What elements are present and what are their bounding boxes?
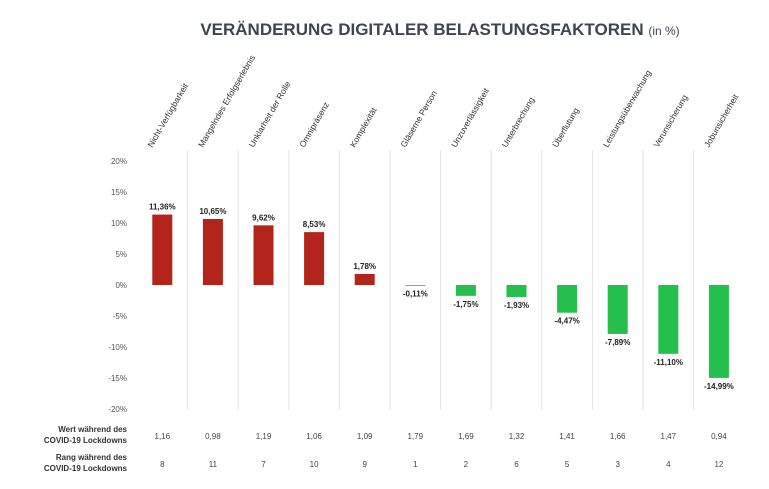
y-tick-label: 10% xyxy=(111,219,127,228)
value-cell: 0,94 xyxy=(711,432,727,441)
rank-value: 4 xyxy=(666,460,671,469)
value-cell: 1,16 xyxy=(155,432,171,441)
table-row-label: Wert während des xyxy=(58,425,127,434)
bar xyxy=(202,218,223,285)
data-label: -1,75% xyxy=(453,300,478,309)
bar xyxy=(152,214,173,285)
data-label: -1,93% xyxy=(504,301,529,310)
category-label: Mangelndes Erfolgserlebnis xyxy=(196,53,257,149)
value-cell: 1,09 xyxy=(357,432,373,441)
rank-value: 1 xyxy=(413,460,418,469)
y-tick-label: 0% xyxy=(115,281,127,290)
table-row-label: COVID-19 Lockdowns xyxy=(44,436,128,445)
data-label: -14,99% xyxy=(704,382,734,391)
bar xyxy=(253,225,274,285)
y-tick-label: 15% xyxy=(111,188,127,197)
y-tick-label: 20% xyxy=(111,157,127,166)
category-label: Omnipräsenz xyxy=(297,100,331,149)
rank-value: 11 xyxy=(209,460,218,469)
rank-value: 10 xyxy=(310,460,319,469)
y-tick-label: -20% xyxy=(108,405,127,414)
rank-value: 7 xyxy=(261,460,266,469)
value-cell: 1,32 xyxy=(509,432,525,441)
rank-value: 8 xyxy=(160,460,165,469)
data-label: 8,53% xyxy=(303,220,326,229)
y-tick-label: -10% xyxy=(108,343,127,352)
data-label: 11,36% xyxy=(149,203,176,212)
value-cell: 1,41 xyxy=(559,432,575,441)
bar xyxy=(708,285,729,378)
category-label: Leistungsüberwachung xyxy=(601,68,654,149)
data-label: -4,47% xyxy=(554,317,579,326)
category-label: Unzuverlässigkeit xyxy=(449,86,491,149)
value-cell: 1,79 xyxy=(408,432,424,441)
bar xyxy=(354,273,375,285)
value-cell: 0,98 xyxy=(205,432,221,441)
chart-title: VERÄNDERUNG DIGITALER BELASTUNGSFAKTOREN… xyxy=(0,20,769,40)
y-tick-label: -5% xyxy=(113,312,127,321)
category-label: Überflutung xyxy=(550,106,581,149)
data-label: -11,10% xyxy=(654,358,683,367)
value-cell: 1,19 xyxy=(256,432,272,441)
data-label: 1,78% xyxy=(353,262,376,271)
bar xyxy=(658,285,679,354)
bar xyxy=(607,285,628,334)
y-tick-label: -15% xyxy=(108,374,127,383)
value-cell: 1,47 xyxy=(661,432,677,441)
rank-value: 12 xyxy=(714,460,723,469)
bar xyxy=(506,285,527,297)
value-cell: 1,69 xyxy=(458,432,474,441)
table-row-label: COVID-19 Lockdowns xyxy=(44,464,128,473)
title-unit: (in %) xyxy=(648,24,680,38)
y-tick-label: 5% xyxy=(115,250,127,259)
table-row-label: Rang während des xyxy=(56,453,128,462)
rank-value: 9 xyxy=(362,460,367,469)
category-label: Verunsicherung xyxy=(651,93,689,149)
value-cell: 1,06 xyxy=(306,432,322,441)
category-label: Nicht-Verfügbarkeit xyxy=(145,81,190,149)
category-label: Jobunsicherheit xyxy=(702,92,741,149)
bar xyxy=(557,285,578,313)
data-label: 9,62% xyxy=(252,213,275,222)
category-label: Komplexität xyxy=(348,105,379,149)
category-label: Unterbrechung xyxy=(500,95,537,149)
category-label: Unklarheit der Rolle xyxy=(247,79,293,149)
rank-value: 2 xyxy=(464,460,469,469)
rank-value: 5 xyxy=(565,460,570,469)
title-text: VERÄNDERUNG DIGITALER BELASTUNGSFAKTOREN xyxy=(200,20,644,39)
value-cell: 1,66 xyxy=(610,432,626,441)
rank-value: 3 xyxy=(615,460,620,469)
bar xyxy=(455,285,476,296)
data-label: 10,65% xyxy=(199,207,226,216)
bar xyxy=(405,285,426,286)
data-label: -7,89% xyxy=(605,338,630,347)
rank-value: 6 xyxy=(514,460,519,469)
bar xyxy=(304,232,325,285)
category-label: Gläserne Person xyxy=(398,89,439,149)
data-label: -0,11% xyxy=(403,290,428,299)
